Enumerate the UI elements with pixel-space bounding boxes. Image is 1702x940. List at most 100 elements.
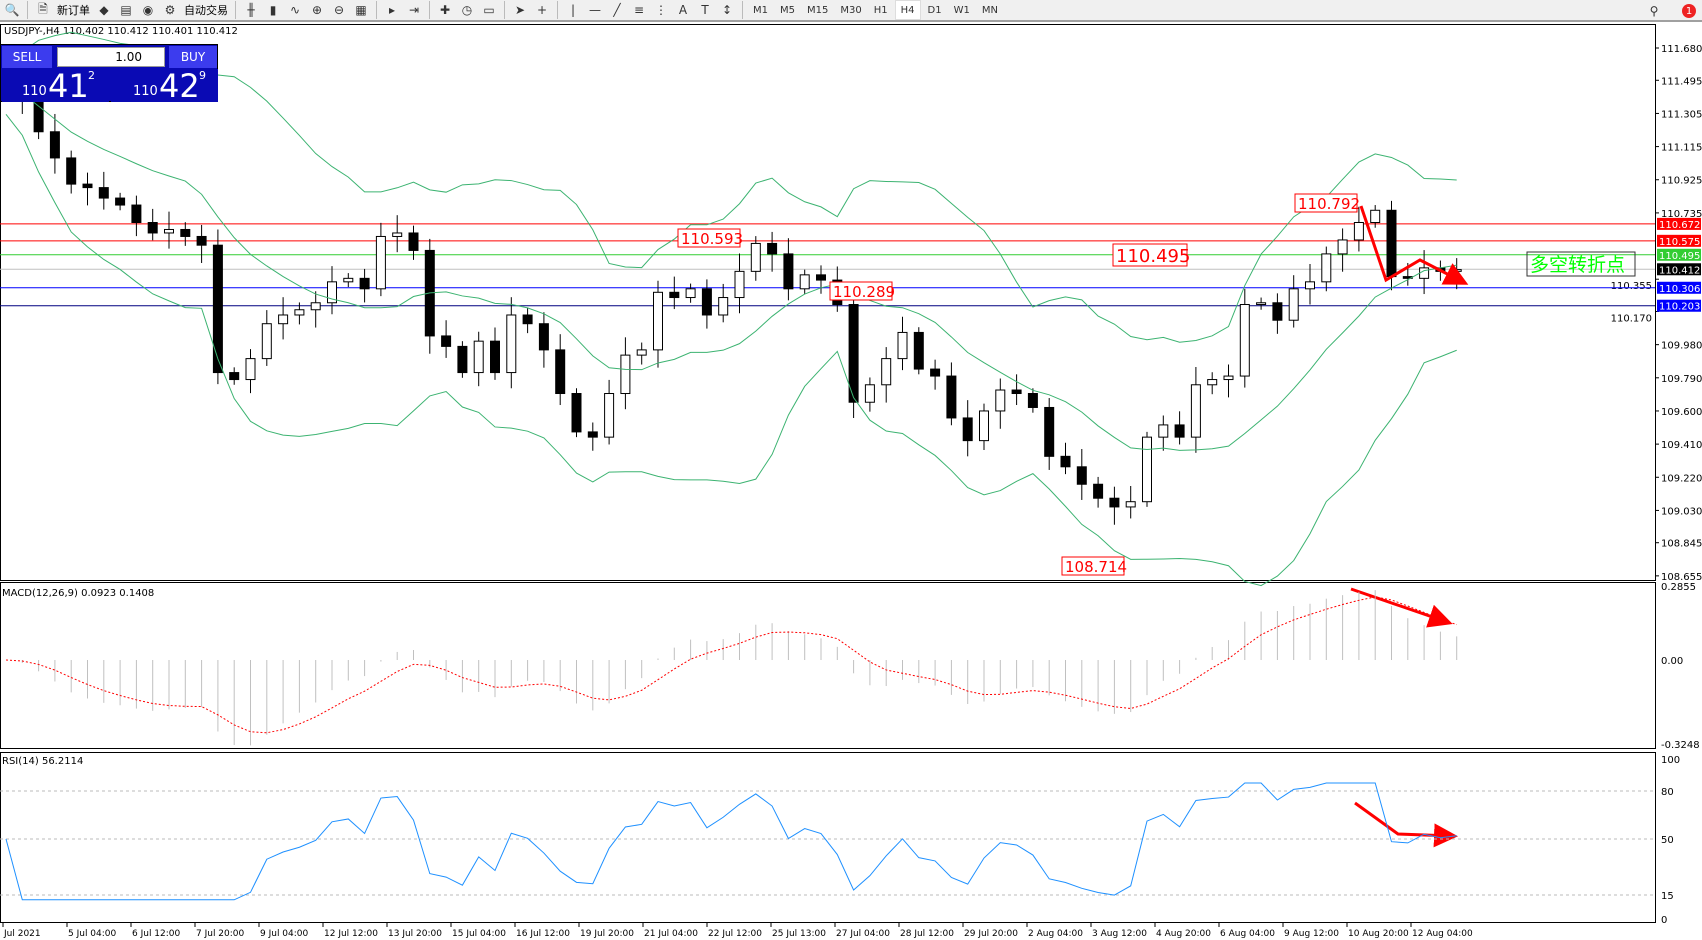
lot-size-input[interactable]: 1.00	[57, 47, 165, 67]
candlestick	[229, 367, 240, 385]
price-axis-label: 108.655	[1661, 572, 1702, 583]
price-axis-label: 111.495	[1661, 76, 1702, 87]
auto-trading-icon[interactable]: ⚙	[164, 3, 176, 17]
crosshair-icon[interactable]: +	[536, 3, 548, 17]
timeframe-h4[interactable]: H4	[894, 0, 921, 20]
candle-body	[1125, 501, 1136, 508]
candlestick	[180, 222, 191, 246]
macd-axis-label: 0.00	[1661, 656, 1683, 667]
text-icon[interactable]: A	[678, 3, 688, 17]
search-icon[interactable]: ⚲	[1649, 4, 1659, 18]
sell-price[interactable]: 110 41 2	[2, 67, 109, 105]
candle-body	[522, 314, 533, 325]
chart-shift-icon[interactable]: ⇥	[408, 3, 420, 17]
rsi-label: RSI(14) 56.2114	[2, 756, 83, 767]
zoom-out-icon[interactable]: ⊖	[333, 3, 345, 17]
periods-icon[interactable]: ◷	[461, 3, 473, 17]
timeframe-d1[interactable]: D1	[927, 4, 942, 16]
history-icon[interactable]: ◆	[99, 3, 109, 17]
candlestick	[555, 334, 566, 406]
timeframe-m1[interactable]: M1	[753, 4, 768, 16]
bollinger-middle-band	[5, 85, 1457, 451]
market-watch-icon[interactable]: ▤	[120, 3, 132, 17]
vertical-line-icon[interactable]: |	[570, 3, 576, 17]
auto-trading-button[interactable]: 自动交易	[184, 4, 228, 17]
candlestick	[66, 150, 77, 194]
arrows-icon[interactable]: ↕	[721, 3, 733, 17]
candlestick	[897, 316, 908, 371]
candlestick	[1125, 485, 1136, 519]
timeframe-mn[interactable]: MN	[981, 4, 998, 16]
price-axis-label: 109.600	[1661, 407, 1702, 418]
price-axis-label: 111.305	[1661, 109, 1702, 120]
candle-body	[962, 417, 973, 442]
price-annotation-label: 110.593	[681, 230, 743, 248]
candle-body	[913, 331, 924, 370]
candle-body	[359, 277, 370, 290]
timeframe-m30[interactable]: M30	[840, 4, 862, 16]
candlestick-icon[interactable]: ▮	[269, 3, 277, 17]
candle-body	[1158, 424, 1169, 438]
candle-body	[1239, 304, 1250, 377]
price-axis-label: 109.410	[1661, 440, 1702, 451]
candlestick	[1353, 206, 1364, 252]
price-axis-label: 111.680	[1661, 44, 1702, 55]
candlestick	[1076, 449, 1087, 500]
price-level-tag	[1657, 263, 1701, 276]
candle-body	[930, 368, 941, 377]
candle-body	[506, 314, 517, 374]
candlestick	[294, 302, 305, 325]
candle-body	[164, 228, 174, 234]
templates-icon[interactable]: ▭	[483, 3, 495, 17]
fibo-fan-icon[interactable]: ⋮	[655, 3, 667, 17]
candle-body	[1256, 302, 1267, 306]
horizontal-line-icon[interactable]: —	[589, 3, 601, 17]
auto-scroll-icon[interactable]: ▸	[388, 3, 396, 17]
toolbar-separator	[504, 1, 505, 19]
candle-body	[1370, 209, 1381, 224]
timeframe-m15[interactable]: M15	[807, 4, 829, 16]
candle-body	[343, 277, 354, 283]
search-icon[interactable]: 🔍	[4, 3, 20, 17]
bar-chart-icon[interactable]: ╫	[247, 3, 255, 17]
new-order-icon[interactable]: 🗎	[38, 1, 48, 16]
buy-price[interactable]: 110 42 9	[111, 67, 218, 105]
line-chart-icon[interactable]: ∿	[289, 3, 301, 17]
candle-body	[1109, 497, 1120, 508]
candle-body	[1288, 288, 1299, 321]
timeframe-w1[interactable]: W1	[953, 4, 970, 16]
candlestick	[131, 195, 142, 237]
candle-body	[816, 274, 826, 281]
candlestick	[343, 273, 354, 288]
timeframe-h1[interactable]: H1	[873, 4, 888, 16]
rsi-axis-label: 80	[1661, 787, 1674, 798]
chart-window[interactable]: USDJPY-,H4 110.402 110.412 110.401 110.4…	[0, 24, 1702, 940]
candle-body	[408, 232, 419, 251]
rsi-axis-label: 15	[1661, 891, 1674, 902]
price-annotation-box	[1061, 556, 1125, 576]
new-order-button[interactable]: 新订单	[57, 4, 90, 17]
fibonacci-icon[interactable]: ≡	[633, 3, 645, 17]
cursor-icon[interactable]: ➤	[514, 3, 526, 17]
candle-body	[245, 358, 256, 381]
signals-icon[interactable]: ◉	[142, 3, 154, 17]
candlestick	[767, 231, 778, 272]
indicators-icon[interactable]: ✚	[439, 3, 451, 17]
buy-button[interactable]: BUY	[169, 46, 217, 68]
zoom-in-icon[interactable]: ⊕	[311, 3, 323, 17]
candle-body	[685, 288, 696, 299]
candlestick	[669, 276, 680, 310]
sell-button[interactable]: SELL	[2, 46, 52, 68]
candlestick	[1223, 364, 1234, 398]
timeframe-m5[interactable]: M5	[780, 4, 795, 16]
trendline-icon[interactable]: ╱	[613, 3, 621, 17]
price-annotation-label: 108.714	[1065, 558, 1127, 576]
toolbar-separator	[235, 1, 236, 19]
tile-windows-icon[interactable]: ▦	[355, 3, 367, 17]
candlestick	[995, 378, 1006, 429]
text-label-icon[interactable]: T	[701, 3, 709, 17]
candle-body	[799, 274, 810, 290]
notification-badge[interactable]: 1	[1682, 4, 1696, 18]
candle-body	[66, 157, 77, 185]
candlestick	[261, 310, 272, 366]
